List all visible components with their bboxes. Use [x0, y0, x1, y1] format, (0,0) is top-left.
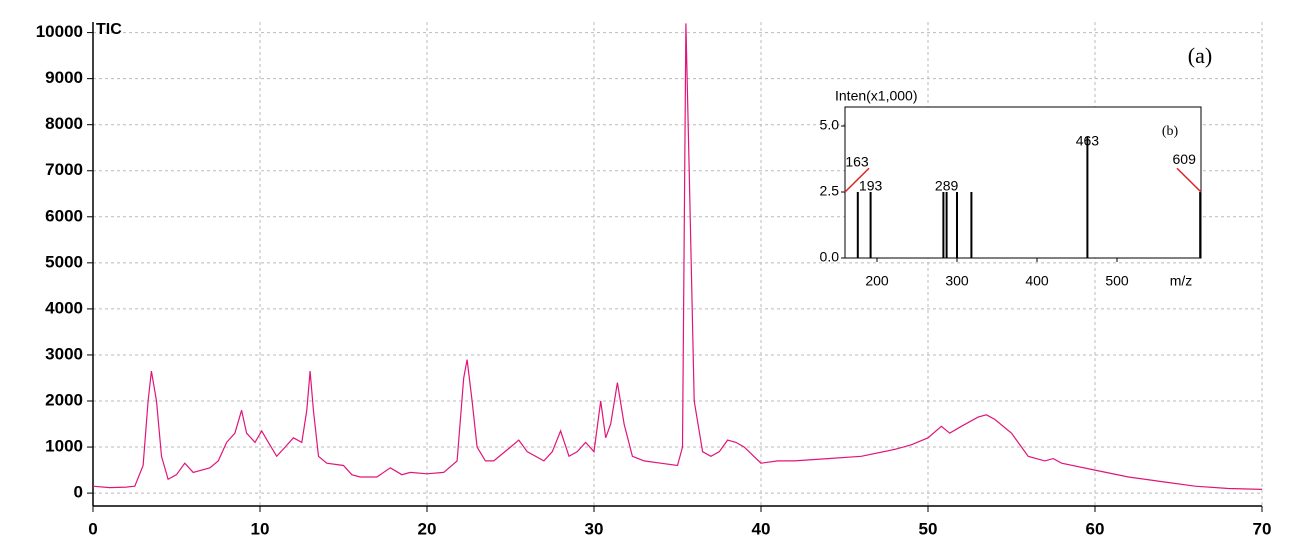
peak-label: 289: [935, 177, 959, 193]
x-tick-label: 30: [585, 519, 604, 538]
y-tick-label: 8000: [45, 114, 83, 133]
x-tick-label: 500: [1105, 273, 1129, 289]
plot-area: [93, 22, 1262, 506]
x-tick-label: 50: [919, 519, 938, 538]
x-tick-label: 70: [1253, 519, 1272, 538]
x-tick-label: 20: [418, 519, 437, 538]
y-axis-label: Inten(x1,000): [835, 88, 918, 104]
x-axis-label: m/z: [1170, 273, 1193, 289]
chart-title: TIC: [96, 21, 122, 38]
y-tick-label: 9000: [45, 68, 83, 87]
chart-panel: 0100020003000400050006000700080009000100…: [36, 21, 1272, 538]
y-tick-label: 5.0: [820, 117, 840, 133]
x-tick-label: 40: [752, 519, 771, 538]
tic-line: [92, 23, 1263, 490]
x-tick-label: 400: [1025, 273, 1049, 289]
peak-label: 163: [845, 154, 869, 170]
y-tick-label: 3000: [45, 344, 83, 363]
annotation: (b): [1162, 124, 1179, 139]
x-tick-label: 200: [865, 273, 889, 289]
x-tick-label: 0: [88, 519, 97, 538]
annotation: (a): [1188, 43, 1212, 68]
peak-bar: [856, 192, 859, 258]
peak-label: 609: [1173, 151, 1197, 167]
y-tick-label: 0.0: [820, 249, 840, 265]
callout-line: [844, 167, 870, 193]
peak-bar: [956, 192, 958, 258]
y-tick-label: 6000: [45, 206, 83, 225]
peak-bar: [869, 192, 872, 258]
x-tick-label: 300: [945, 273, 969, 289]
y-tick-label: 7000: [45, 160, 83, 179]
y-tick-label: 4000: [45, 298, 83, 317]
y-tick-label: 2000: [45, 390, 83, 409]
peak-label: 463: [1076, 133, 1100, 149]
chart-panel: 0.0 2.5 5.0 200 300 400 500 m/z Inten(x1,000) 163…: [820, 88, 1202, 289]
peak-label: 193: [859, 177, 883, 193]
y-tick-label: 2.5: [820, 183, 840, 199]
y-tick-label: 5000: [45, 252, 83, 271]
y-tick-label: 0: [74, 483, 83, 502]
peak-bar: [942, 192, 945, 258]
inset-frame: [844, 106, 1202, 259]
x-tick-label: 10: [251, 519, 270, 538]
y-tick-label: 1000: [45, 437, 83, 456]
y-tick-label: 10000: [36, 22, 83, 41]
peak-bar: [970, 192, 973, 258]
x-tick-label: 60: [1086, 519, 1105, 538]
callout-line: [1176, 167, 1202, 193]
peak-bar: [945, 192, 948, 258]
peak-bar: [1086, 136, 1089, 258]
peak-bar: [1199, 192, 1202, 258]
